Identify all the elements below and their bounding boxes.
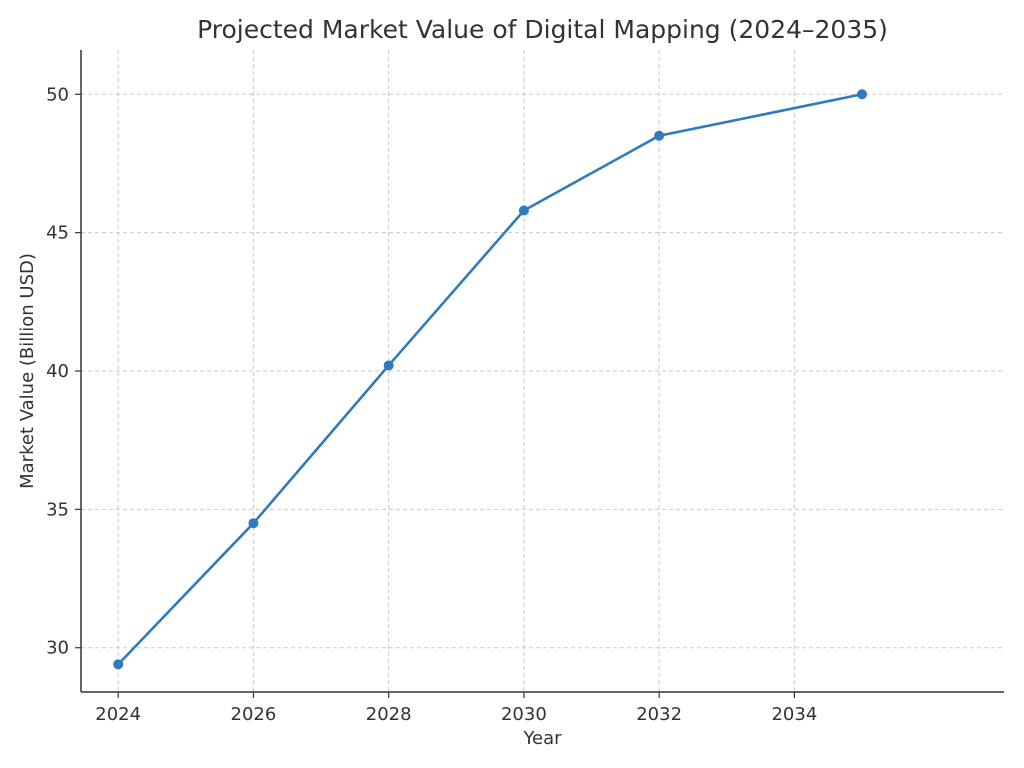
x-tick-label: 2032: [636, 704, 682, 725]
y-axis-label: Market Value (Billion USD): [17, 253, 38, 489]
x-tick-label: 2024: [95, 704, 141, 725]
x-axis-ticks: 2024 2026 2028 2030 2032 2034: [95, 692, 817, 725]
series-layer: [113, 89, 867, 670]
data-point: [383, 360, 394, 371]
data-point: [248, 518, 259, 529]
grid: [81, 50, 1004, 692]
y-tick-label: 30: [46, 638, 69, 659]
x-tick-label: 2030: [501, 704, 547, 725]
y-axis-ticks: 30 35 40 45 50: [46, 84, 81, 659]
y-tick-label: 40: [46, 361, 69, 382]
y-tick-label: 50: [46, 84, 69, 105]
data-point: [857, 89, 867, 100]
data-point: [518, 205, 529, 216]
x-tick-label: 2028: [366, 704, 412, 725]
y-tick-label: 35: [46, 499, 69, 520]
x-tick-label: 2034: [771, 704, 817, 725]
chart-title: Projected Market Value of Digital Mappin…: [197, 15, 888, 44]
x-tick-label: 2026: [231, 704, 277, 725]
data-point: [113, 659, 124, 670]
data-point: [654, 130, 665, 141]
y-tick-label: 45: [46, 223, 69, 244]
series-line: [116, 92, 864, 666]
x-axis-label: Year: [522, 728, 562, 749]
